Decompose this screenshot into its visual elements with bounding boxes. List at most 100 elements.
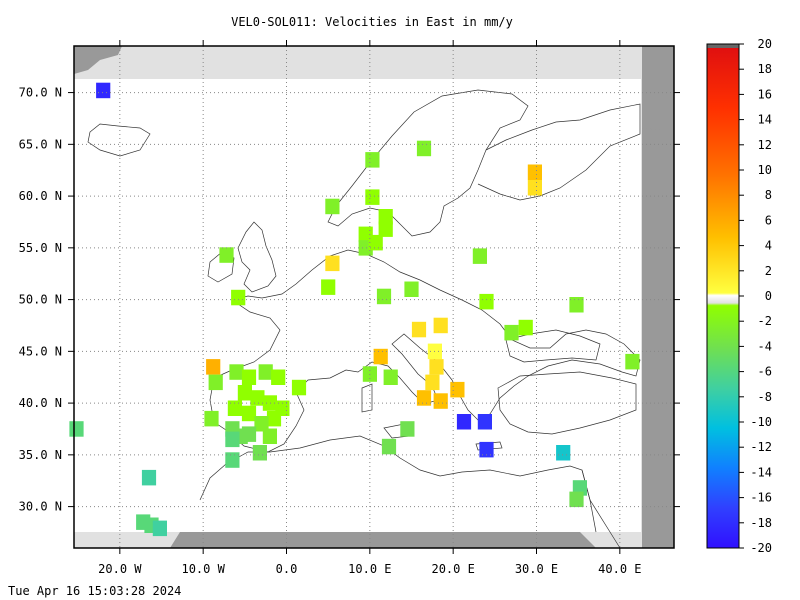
velocity-cell	[325, 255, 340, 272]
velocity-cell	[504, 324, 519, 341]
y-tick-label: 50.0 N	[19, 293, 62, 307]
colorbar-label: 2	[765, 264, 772, 278]
velocity-cell	[368, 234, 383, 251]
velocity-cell	[237, 385, 252, 401]
velocity-cell	[69, 421, 84, 437]
velocity-cell	[625, 353, 640, 370]
velocity-cell	[254, 416, 269, 432]
velocity-cell	[456, 414, 472, 430]
coastline-britain	[237, 221, 277, 293]
colorbar-labels: 20181614121086420-2-4-6-8-10-12-14-16-18…	[739, 37, 772, 555]
velocity-cell	[231, 289, 246, 306]
x-tick-label: 40.0 E	[598, 562, 641, 576]
colorbar-label: -20	[750, 541, 772, 555]
velocity-cell	[241, 426, 257, 442]
colorbar-max-cap	[707, 44, 739, 48]
colorbar-label: 14	[758, 113, 772, 127]
colorbar-label: -10	[750, 415, 772, 429]
velocity-cell	[400, 421, 415, 437]
coastline-finland-russia	[477, 103, 641, 201]
chart-title: VEL0-SOL011: Velocities in East in mm/y	[231, 15, 513, 29]
x-axis: 20.0 W 10.0 W 0.0 10.0 E 20.0 E 30.0 E 40.0 E	[98, 40, 642, 576]
coastline-turkey	[497, 371, 637, 435]
velocity-cell	[416, 140, 432, 157]
colorbar-label: -4	[758, 339, 772, 353]
velocity-cell	[321, 279, 336, 295]
colorbar: 20181614121086420-2-4-6-8-10-12-14-16-18…	[706, 37, 772, 555]
x-tick-label: 0.0	[276, 562, 298, 576]
y-tick-label: 30.0 N	[19, 500, 62, 514]
velocity-cell	[365, 189, 380, 205]
velocity-cell	[262, 395, 277, 411]
velocity-cell	[271, 369, 286, 385]
y-tick-label: 55.0 N	[19, 241, 62, 255]
colorbar-label: 8	[765, 188, 772, 202]
colorbar-label: 20	[758, 37, 772, 51]
velocity-cell	[416, 390, 432, 406]
velocity-cell	[219, 247, 234, 263]
y-tick-label: 70.0 N	[19, 86, 62, 100]
colorbar-label: -8	[758, 390, 772, 404]
velocity-cell	[477, 414, 492, 430]
velocity-cell	[479, 441, 494, 458]
colorbar-label: 0	[765, 289, 772, 303]
velocity-cell	[225, 431, 240, 448]
colorbar-label: 4	[765, 239, 772, 253]
y-tick-label: 40.0 N	[19, 396, 62, 410]
colorbar-label: -16	[750, 491, 772, 505]
colorbar-label: -12	[750, 440, 772, 454]
colorbar-label: 6	[765, 213, 772, 227]
velocity-cell	[569, 491, 584, 508]
velocity-cell	[556, 445, 571, 461]
velocity-cell	[291, 379, 307, 396]
velocity-cell	[258, 364, 273, 380]
velocity-cell	[411, 321, 427, 338]
velocity-cell	[229, 364, 244, 380]
velocity-cell	[206, 359, 221, 375]
velocity-cell	[373, 348, 388, 365]
velocity-cell	[404, 281, 419, 297]
x-tick-label: 10.0 W	[181, 562, 225, 576]
velocity-cell	[262, 428, 277, 444]
coastline-iceland	[87, 123, 151, 157]
y-tick-label: 45.0 N	[19, 344, 62, 358]
coastline-north-africa	[199, 435, 597, 533]
africa-land-grey	[170, 532, 596, 548]
velocity-cell	[472, 248, 487, 264]
velocity-cell	[479, 293, 494, 310]
velocity-cell	[227, 400, 242, 416]
grid-lines	[74, 46, 674, 548]
caspian-land	[642, 100, 674, 130]
velocity-cell	[204, 410, 219, 427]
y-tick-label: 65.0 N	[19, 137, 62, 151]
velocity-cell	[250, 390, 265, 406]
greenland-land	[74, 46, 122, 74]
colorbar-label: 12	[758, 138, 772, 152]
velocity-cell	[429, 359, 444, 375]
velocity-cell	[450, 381, 465, 398]
plot-border	[73, 45, 675, 549]
x-tick-label: 20.0 E	[431, 562, 474, 576]
velocity-cell	[433, 317, 448, 334]
velocity-cell	[365, 152, 380, 168]
velocity-cell	[527, 180, 542, 196]
velocity-cell	[518, 319, 533, 336]
velocity-cell	[225, 452, 240, 468]
velocity-cell	[383, 369, 398, 385]
velocity-cell	[527, 164, 542, 180]
velocity-cell	[152, 520, 167, 537]
coastline-sardinia	[361, 383, 373, 413]
velocity-cell	[325, 198, 340, 215]
colorbar-label: -18	[750, 516, 772, 530]
colorbar-label: -2	[758, 314, 772, 328]
velocity-cell	[141, 469, 157, 486]
y-axis: 30.0 N 35.0 N 40.0 N 45.0 N 50.0 N 55.0 N 60.0…	[19, 86, 680, 514]
colorbar-label: -14	[750, 465, 772, 479]
velocity-cell	[378, 209, 393, 225]
y-tick-label: 60.0 N	[19, 189, 62, 203]
velocity-cell	[208, 374, 223, 391]
coastline-black-sea	[505, 329, 601, 363]
velocity-cells	[69, 82, 640, 537]
x-tick-label: 10.0 E	[348, 562, 391, 576]
